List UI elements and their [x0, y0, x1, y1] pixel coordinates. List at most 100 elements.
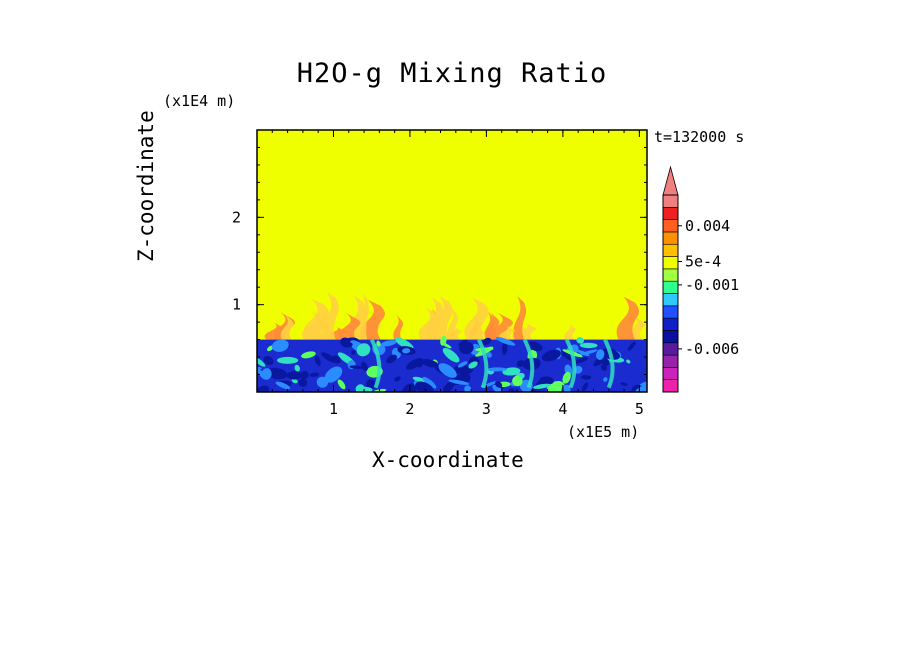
plume-mark [513, 296, 527, 340]
chart-title: H2O-g Mixing Ratio [296, 58, 608, 89]
lower-mark [546, 380, 565, 392]
time-label: t=132000 s [654, 128, 745, 146]
lower-mark [344, 342, 353, 347]
lower-mark [286, 371, 302, 380]
plot-frame [256, 129, 648, 393]
plume-mark [339, 312, 361, 340]
lower-mark [512, 375, 523, 387]
lower-mark [581, 382, 589, 392]
lower-mark [257, 369, 266, 380]
lower-mark [468, 361, 478, 369]
lower-mark [300, 370, 309, 379]
lower-mark [516, 360, 525, 367]
colorbar-segment [662, 194, 679, 208]
lower-mark [412, 376, 429, 384]
lower-mark [271, 339, 289, 352]
lower-mark [593, 354, 608, 367]
lower-mark [291, 378, 298, 384]
colorbar: 0.004 5e-4 -0.001 -0.006 [662, 165, 739, 393]
y-tick-label: 1 [232, 296, 241, 314]
plume-mark [393, 314, 404, 340]
lower-mark [402, 348, 411, 354]
plume-mark [321, 325, 332, 340]
colorbar-segment [662, 379, 679, 393]
lower-mark [257, 385, 270, 392]
lower-mark [386, 354, 397, 364]
colorbar-segment [662, 231, 679, 245]
lower-mark [464, 385, 472, 392]
lower-mark [600, 364, 608, 371]
lower-mark [539, 376, 554, 385]
lower-mark [331, 355, 341, 364]
plume-mark [490, 312, 513, 340]
lower-mark [627, 341, 636, 351]
lower-mark [266, 367, 288, 380]
colorbar-segment [662, 354, 679, 368]
plume-mark [322, 292, 339, 340]
lower-mark [579, 342, 598, 349]
lower-mark [492, 384, 502, 392]
updraft-mark [522, 338, 535, 389]
lower-mark [301, 351, 316, 359]
plume-mark [484, 311, 495, 340]
colorbar-segment [662, 268, 679, 282]
lower-mark [405, 358, 423, 370]
lower-mark [448, 379, 470, 385]
lower-mark [576, 337, 585, 344]
colorbar-segment [662, 330, 679, 344]
lower-mark [263, 355, 274, 366]
plume-mark [464, 297, 489, 340]
plume-mark [426, 297, 444, 340]
plume-mark [303, 298, 329, 340]
lower-mark [620, 382, 628, 386]
colorbar-segment [662, 305, 679, 319]
lower-mark [257, 356, 266, 367]
lower-mark [294, 364, 300, 372]
lower-mark [359, 386, 373, 392]
plume-mark [360, 293, 369, 340]
colorbar-segment [662, 207, 679, 220]
lower-mark [276, 356, 299, 364]
colorbar-segment [662, 243, 679, 257]
lower-mark [438, 363, 457, 378]
lower-mark [596, 349, 605, 360]
plume-mark [433, 296, 453, 340]
lower-mark [481, 337, 492, 346]
lower-mark [575, 349, 590, 357]
y-tick-label: 2 [232, 208, 241, 226]
lower-mark [452, 365, 474, 375]
updraft-mark [369, 338, 382, 389]
lower-mark [527, 341, 543, 352]
lower-mark [603, 377, 608, 382]
lower-mark [495, 337, 516, 346]
lower-mark [533, 383, 551, 389]
lower-mark [422, 376, 437, 389]
lower-mark [487, 367, 507, 372]
x-axis-unit: (x1E5 m) [567, 423, 640, 441]
colorbar-segment [662, 256, 679, 270]
colorbar-segment [662, 367, 679, 380]
lower-mark [581, 375, 592, 380]
colorbar-label: 5e-4 [685, 252, 721, 270]
colorbar-label: 0.004 [685, 217, 730, 235]
lower-mark [394, 376, 401, 382]
lower-mark [541, 349, 561, 362]
lower-mark [486, 352, 492, 358]
lower-mark [267, 345, 274, 352]
axis-ticks: 1 2 3 4 5 1 2 [232, 130, 647, 418]
lower-mark [457, 361, 468, 368]
lower-mark [356, 343, 371, 357]
lower-mark [376, 340, 381, 347]
lower-mark [573, 357, 589, 364]
lower-mark [442, 347, 460, 363]
lower-mark [275, 381, 291, 390]
lower-mark [562, 371, 571, 384]
lower-mark [401, 383, 417, 392]
lower-mark [337, 379, 346, 390]
colorbar-label: -0.006 [685, 340, 739, 358]
colorbar-frame [662, 194, 679, 393]
plume-mark [280, 314, 294, 340]
lower-mark [495, 381, 503, 388]
lower-mark [481, 381, 498, 388]
